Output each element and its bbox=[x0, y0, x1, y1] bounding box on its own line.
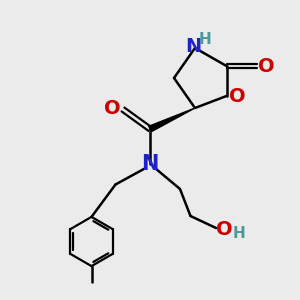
Text: N: N bbox=[185, 37, 202, 56]
Text: N: N bbox=[141, 154, 159, 173]
Text: O: O bbox=[216, 220, 233, 239]
Text: H: H bbox=[198, 32, 211, 47]
Polygon shape bbox=[149, 108, 195, 132]
Text: O: O bbox=[104, 98, 121, 118]
Text: O: O bbox=[258, 56, 274, 76]
Text: O: O bbox=[229, 86, 245, 106]
Text: H: H bbox=[232, 226, 245, 241]
